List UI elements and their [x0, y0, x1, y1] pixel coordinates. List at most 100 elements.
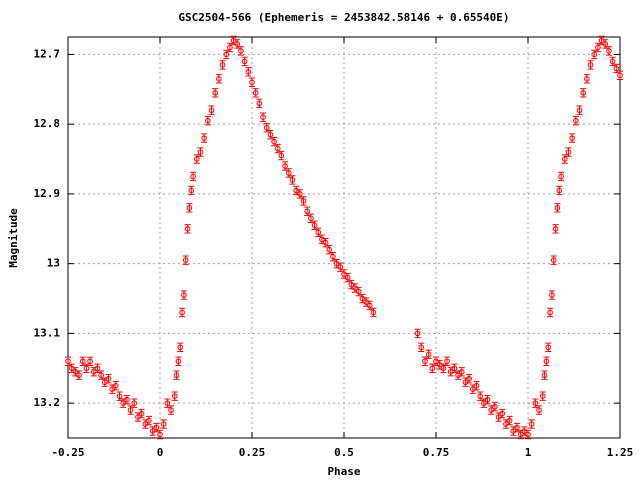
- data-point: [466, 375, 472, 382]
- data-point: [164, 400, 171, 406]
- x-tick-label: 1.25: [607, 446, 634, 459]
- data-point: [565, 149, 572, 155]
- data-point: [160, 421, 167, 427]
- data-point: [484, 396, 491, 403]
- x-tick-label: 0: [157, 446, 164, 459]
- data-point: [234, 41, 241, 47]
- data-point: [181, 292, 187, 298]
- data-point: [186, 205, 193, 211]
- data-point: [569, 135, 575, 141]
- data-point: [576, 107, 583, 114]
- plot-frame: [67, 36, 621, 439]
- data-point: [286, 170, 292, 176]
- data-point: [179, 309, 185, 316]
- data-point: [293, 187, 299, 194]
- data-point: [271, 138, 277, 145]
- data-point: [514, 424, 520, 431]
- data-point: [322, 239, 329, 246]
- data-point: [300, 198, 307, 204]
- data-point: [241, 58, 248, 65]
- data-point: [289, 177, 296, 183]
- data-point: [499, 410, 506, 417]
- data-point: [352, 285, 358, 291]
- data-point: [184, 225, 191, 232]
- data-point: [208, 107, 215, 114]
- data-point: [94, 365, 101, 372]
- data-point: [545, 344, 552, 351]
- data-point: [326, 246, 333, 253]
- data-point: [116, 393, 123, 399]
- data-point: [127, 407, 134, 413]
- data-point: [433, 358, 439, 365]
- data-point: [263, 124, 270, 131]
- data-point: [470, 386, 476, 392]
- data-point: [194, 156, 200, 162]
- data-point: [451, 365, 458, 372]
- data-point: [113, 382, 119, 389]
- data-point: [252, 89, 259, 96]
- data-point: [462, 379, 469, 386]
- data-point: [556, 187, 563, 194]
- x-tick-label: 1: [525, 446, 532, 459]
- data-point: [135, 414, 141, 420]
- data-point: [168, 407, 174, 413]
- data-point: [543, 358, 550, 365]
- data-point: [90, 368, 97, 375]
- data-point: [297, 191, 303, 197]
- data-point: [532, 400, 539, 406]
- x-tick-label: 0.5: [334, 446, 354, 459]
- data-point: [182, 257, 189, 263]
- data-point: [308, 215, 314, 222]
- data-point: [238, 48, 244, 54]
- data-point: [348, 281, 355, 288]
- data-point: [245, 69, 252, 75]
- y-tick-label: 12.8: [34, 117, 61, 130]
- data-point: [175, 358, 182, 365]
- data-point: [98, 372, 104, 379]
- data-point: [370, 309, 377, 316]
- data-point: [201, 135, 207, 141]
- data-point: [260, 114, 266, 120]
- data-point: [591, 51, 598, 58]
- data-point: [72, 368, 79, 375]
- data-point: [304, 208, 311, 215]
- data-point: [319, 236, 325, 243]
- data-point: [541, 372, 548, 379]
- data-point: [146, 417, 152, 424]
- data-point: [488, 407, 495, 413]
- data-point: [341, 271, 347, 277]
- data-point: [190, 173, 196, 180]
- data-point: [609, 58, 616, 65]
- data-point: [580, 89, 587, 96]
- data-point: [528, 421, 535, 427]
- data-point: [422, 358, 428, 365]
- x-tick-label: 0.75: [423, 446, 450, 459]
- data-point: [506, 417, 513, 424]
- data-point: [249, 79, 255, 86]
- data-point: [124, 396, 130, 403]
- chart-title: GSC2504-566 (Ephemeris = 2453842.58146 +…: [178, 11, 509, 24]
- y-axis-label: Magnitude: [7, 208, 20, 268]
- data-point: [584, 76, 590, 82]
- data-point: [197, 149, 204, 155]
- y-tick-label: 12.9: [34, 187, 61, 200]
- data-point: [230, 37, 237, 44]
- data-point: [205, 117, 211, 124]
- data-point: [613, 65, 620, 72]
- data-point: [525, 431, 531, 438]
- data-point: [473, 382, 480, 389]
- data-point: [219, 62, 226, 68]
- y-tick-label: 12.7: [34, 47, 61, 60]
- x-tick-label: -0.25: [51, 446, 84, 459]
- data-point: [311, 222, 318, 229]
- data-point: [447, 368, 454, 375]
- data-point: [188, 187, 195, 194]
- data-point: [440, 365, 447, 372]
- data-point: [436, 361, 443, 368]
- data-point: [102, 379, 108, 386]
- data-point: [521, 428, 528, 434]
- data-point: [157, 431, 163, 438]
- y-tick-label: 13.1: [34, 326, 61, 339]
- data-point: [109, 386, 115, 392]
- data-point: [539, 393, 546, 399]
